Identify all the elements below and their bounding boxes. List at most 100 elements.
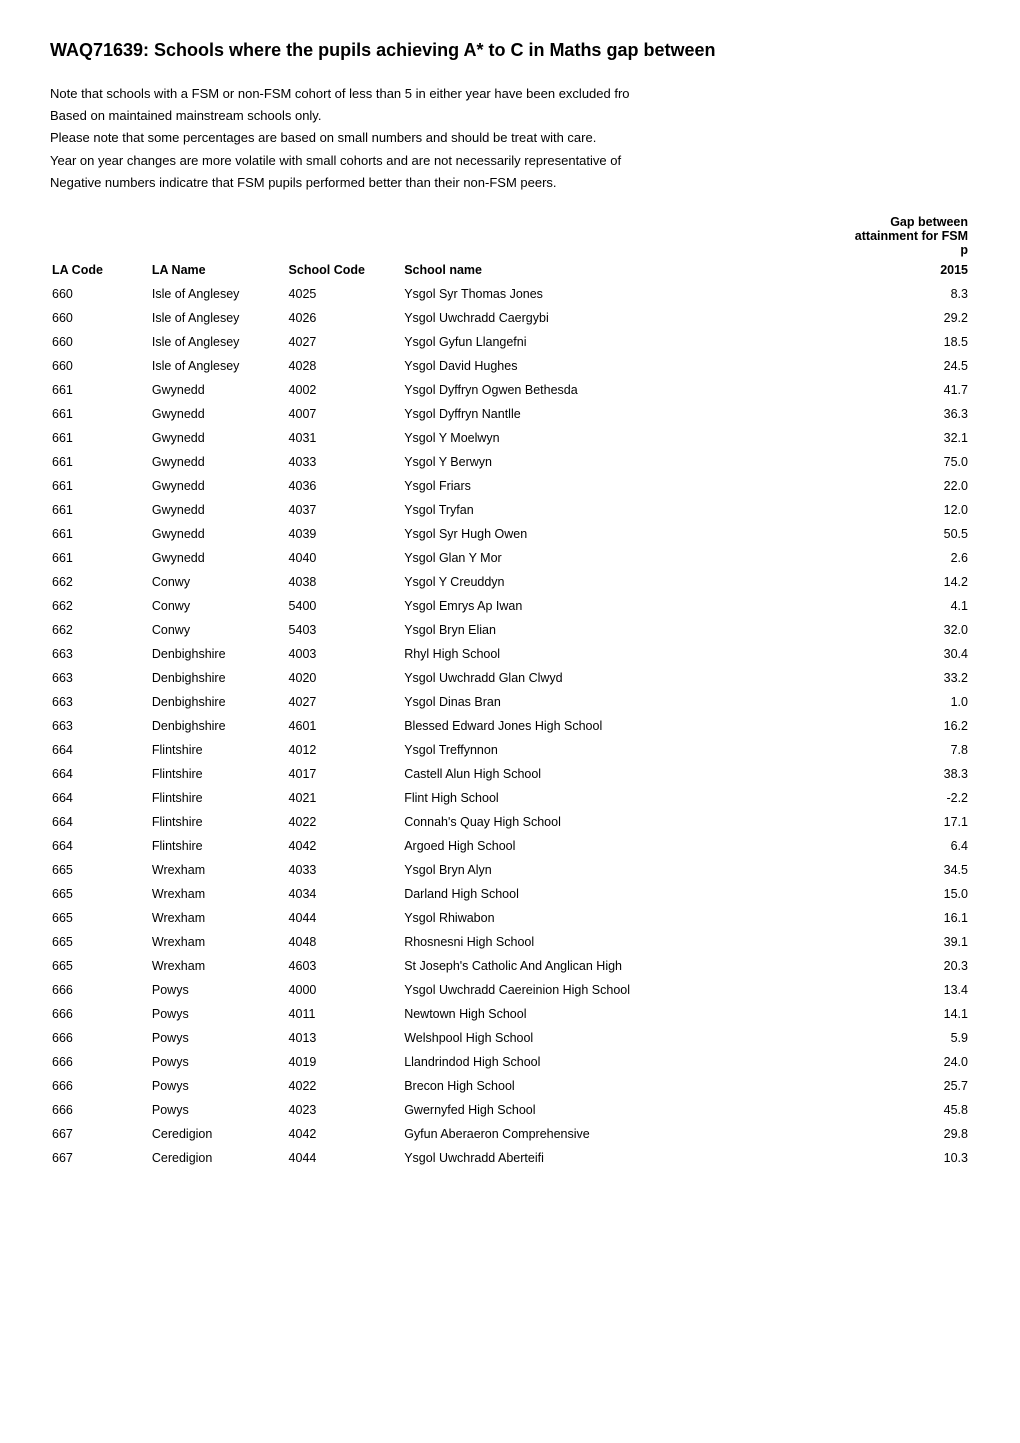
col-header-lacode: LA Code [50,260,150,280]
cell-gap: 39.1 [844,928,970,952]
cell-gap: 17.1 [844,808,970,832]
cell-laname: Gwynedd [150,376,287,400]
cell-sname: Ysgol Friars [402,472,844,496]
cell-laname: Wrexham [150,880,287,904]
cell-sname: Ysgol Y Berwyn [402,448,844,472]
cell-gap: 15.0 [844,880,970,904]
cell-sname: Welshpool High School [402,1024,844,1048]
cell-scode: 4027 [287,688,403,712]
cell-sname: Ysgol Emrys Ap Iwan [402,592,844,616]
cell-lacode: 661 [50,448,150,472]
cell-scode: 4022 [287,808,403,832]
cell-lacode: 664 [50,760,150,784]
cell-gap: -2.2 [844,784,970,808]
cell-lacode: 664 [50,808,150,832]
table-row: 661Gwynedd4007Ysgol Dyffryn Nantlle36.3 [50,400,970,424]
cell-sname: Ysgol Syr Thomas Jones [402,280,844,304]
table-row: 666Powys4011Newtown High School14.1 [50,1000,970,1024]
table-row: 665Wrexham4034Darland High School15.0 [50,880,970,904]
cell-sname: Ysgol Dyffryn Ogwen Bethesda [402,376,844,400]
cell-gap: 14.1 [844,1000,970,1024]
cell-laname: Ceredigion [150,1144,287,1168]
cell-lacode: 661 [50,520,150,544]
table-row: 665Wrexham4033Ysgol Bryn Alyn34.5 [50,856,970,880]
cell-sname: Llandrindod High School [402,1048,844,1072]
intro-line-2: Based on maintained mainstream schools o… [50,107,970,125]
cell-scode: 4044 [287,1144,403,1168]
table-row: 662Conwy5400Ysgol Emrys Ap Iwan4.1 [50,592,970,616]
cell-sname: Flint High School [402,784,844,808]
cell-scode: 4021 [287,784,403,808]
table-row: 664Flintshire4012Ysgol Treffynnon7.8 [50,736,970,760]
table-row: 664Flintshire4017Castell Alun High Schoo… [50,760,970,784]
cell-sname: Ysgol Bryn Alyn [402,856,844,880]
cell-sname: Ysgol Syr Hugh Owen [402,520,844,544]
cell-lacode: 660 [50,352,150,376]
cell-scode: 4603 [287,952,403,976]
cell-laname: Gwynedd [150,520,287,544]
cell-laname: Powys [150,1096,287,1120]
cell-sname: Connah's Quay High School [402,808,844,832]
cell-lacode: 661 [50,544,150,568]
cell-scode: 4034 [287,880,403,904]
cell-lacode: 665 [50,928,150,952]
cell-gap: 8.3 [844,280,970,304]
cell-scode: 4019 [287,1048,403,1072]
cell-lacode: 662 [50,592,150,616]
cell-laname: Gwynedd [150,400,287,424]
cell-laname: Gwynedd [150,496,287,520]
cell-sname: Ysgol Bryn Elian [402,616,844,640]
cell-gap: 22.0 [844,472,970,496]
cell-scode: 4025 [287,280,403,304]
cell-laname: Ceredigion [150,1120,287,1144]
cell-sname: Castell Alun High School [402,760,844,784]
cell-laname: Isle of Anglesey [150,304,287,328]
cell-scode: 4044 [287,904,403,928]
cell-sname: Ysgol Dyffryn Nantlle [402,400,844,424]
cell-scode: 5400 [287,592,403,616]
cell-lacode: 665 [50,904,150,928]
table-row: 663Denbighshire4027Ysgol Dinas Bran1.0 [50,688,970,712]
col-header-scode: School Code [287,260,403,280]
cell-lacode: 663 [50,640,150,664]
cell-sname: Brecon High School [402,1072,844,1096]
cell-laname: Conwy [150,616,287,640]
cell-gap: 34.5 [844,856,970,880]
table-row: 660Isle of Anglesey4025Ysgol Syr Thomas … [50,280,970,304]
cell-scode: 4023 [287,1096,403,1120]
table-row: 661Gwynedd4036Ysgol Friars22.0 [50,472,970,496]
cell-lacode: 667 [50,1144,150,1168]
intro-line-3: Please note that some percentages are ba… [50,129,970,147]
cell-lacode: 663 [50,664,150,688]
table-row: 660Isle of Anglesey4028Ysgol David Hughe… [50,352,970,376]
intro-line-5: Negative numbers indicatre that FSM pupi… [50,174,970,192]
table-row: 663Denbighshire4020Ysgol Uwchradd Glan C… [50,664,970,688]
cell-lacode: 664 [50,736,150,760]
cell-laname: Flintshire [150,832,287,856]
cell-laname: Conwy [150,568,287,592]
table-row: 661Gwynedd4002Ysgol Dyffryn Ogwen Bethes… [50,376,970,400]
table-row: 661Gwynedd4031Ysgol Y Moelwyn32.1 [50,424,970,448]
cell-lacode: 665 [50,880,150,904]
cell-laname: Flintshire [150,808,287,832]
table-row: 665Wrexham4044Ysgol Rhiwabon16.1 [50,904,970,928]
table-row: 660Isle of Anglesey4026Ysgol Uwchradd Ca… [50,304,970,328]
cell-lacode: 664 [50,784,150,808]
intro-block: Note that schools with a FSM or non-FSM … [50,85,970,192]
cell-lacode: 662 [50,616,150,640]
cell-gap: 29.2 [844,304,970,328]
cell-scode: 4031 [287,424,403,448]
table-row: 664Flintshire4022Connah's Quay High Scho… [50,808,970,832]
cell-sname: Blessed Edward Jones High School [402,712,844,736]
table-row: 664Flintshire4021Flint High School-2.2 [50,784,970,808]
cell-gap: 12.0 [844,496,970,520]
cell-laname: Gwynedd [150,472,287,496]
cell-lacode: 660 [50,280,150,304]
cell-scode: 4007 [287,400,403,424]
cell-scode: 4017 [287,760,403,784]
table-row: 663Denbighshire4601Blessed Edward Jones … [50,712,970,736]
cell-scode: 4601 [287,712,403,736]
cell-gap: 16.1 [844,904,970,928]
cell-laname: Gwynedd [150,448,287,472]
cell-lacode: 666 [50,1096,150,1120]
